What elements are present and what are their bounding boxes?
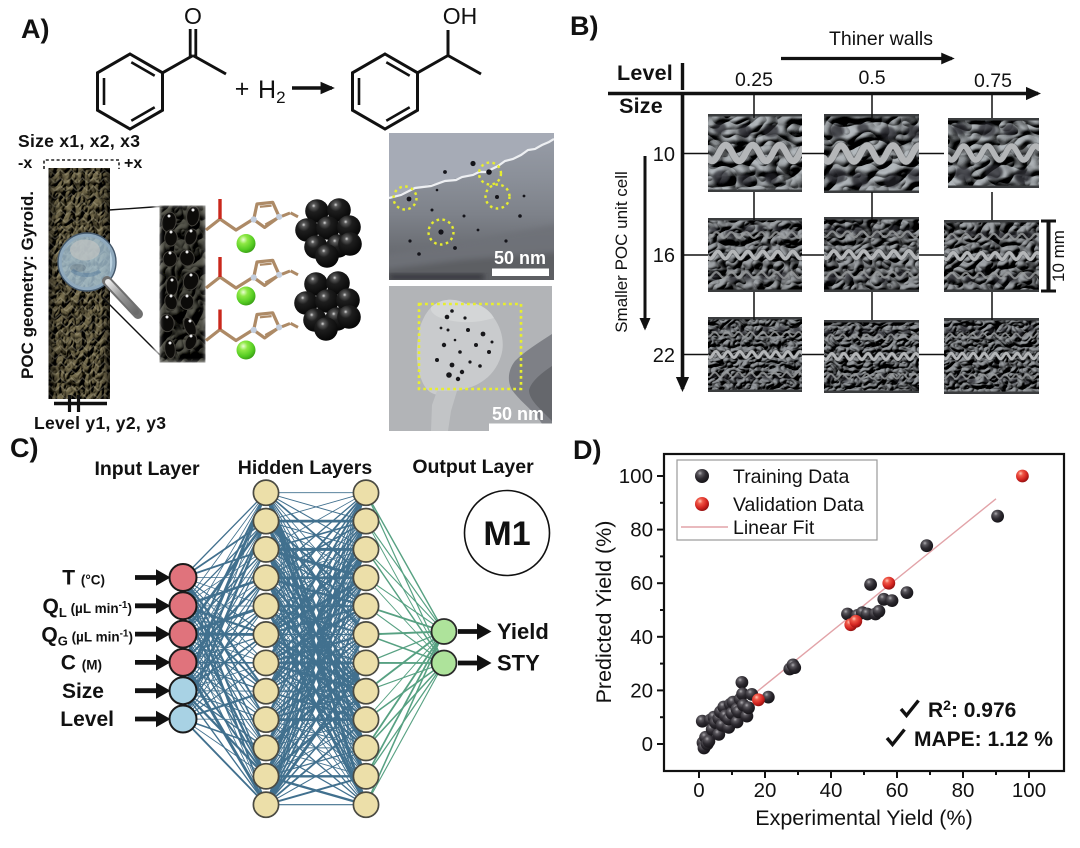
svg-text:60: 60 <box>886 779 909 802</box>
svg-text:0.75: 0.75 <box>974 70 1012 92</box>
svg-text:MAPE: 1.12 %: MAPE: 1.12 % <box>914 728 1053 751</box>
svg-text:100: 100 <box>619 465 653 488</box>
svg-text:0.5: 0.5 <box>858 67 885 89</box>
svg-text:Linear Fit: Linear Fit <box>733 517 815 539</box>
svg-text:+x: +x <box>124 155 142 172</box>
svg-text:22: 22 <box>653 345 675 367</box>
svg-text:40: 40 <box>820 779 843 802</box>
svg-text:Hidden Layers: Hidden Layers <box>238 457 373 479</box>
svg-text:O: O <box>184 3 202 29</box>
svg-text:16: 16 <box>653 245 675 267</box>
svg-text:STY: STY <box>497 651 540 676</box>
svg-text:Size: Size <box>619 94 663 118</box>
svg-text:Level: Level <box>617 61 673 85</box>
svg-text:Yield: Yield <box>497 619 549 644</box>
svg-text:Output Layer: Output Layer <box>412 456 534 478</box>
svg-text:0: 0 <box>642 733 653 756</box>
svg-text:Experimental Yield (%): Experimental Yield (%) <box>755 806 972 830</box>
svg-text:10 mm: 10 mm <box>1049 230 1068 282</box>
svg-text:C): C) <box>10 433 39 463</box>
svg-text:Training Data: Training Data <box>733 466 849 488</box>
svg-text:50 nm: 50 nm <box>492 404 544 424</box>
svg-text:60: 60 <box>630 572 653 595</box>
svg-text:M1: M1 <box>483 515 530 553</box>
svg-text:Predicted Yield (%): Predicted Yield (%) <box>592 521 616 704</box>
svg-text:A): A) <box>21 14 50 44</box>
svg-text:80: 80 <box>630 519 653 542</box>
svg-text:100: 100 <box>1012 779 1046 802</box>
svg-text:Validation Data: Validation Data <box>733 494 864 516</box>
svg-text:OH: OH <box>443 3 478 29</box>
svg-text:Input Layer: Input Layer <box>94 458 200 480</box>
svg-text:Thiner walls: Thiner walls <box>829 28 933 50</box>
svg-text:20: 20 <box>754 779 777 802</box>
svg-text:50 nm: 50 nm <box>494 248 546 268</box>
svg-text:Size: Size <box>62 680 104 703</box>
svg-text:10: 10 <box>653 144 675 166</box>
svg-text:POC geometry: Gyroid.: POC geometry: Gyroid. <box>18 191 37 379</box>
svg-text:-x: -x <box>18 155 32 172</box>
svg-text:80: 80 <box>952 779 975 802</box>
svg-text:Level: Level <box>60 708 114 731</box>
svg-text:R2: 0.976: R2: 0.976 <box>928 697 1016 722</box>
svg-text:B): B) <box>570 11 599 41</box>
svg-text:D): D) <box>573 435 602 465</box>
svg-text:+: + <box>235 75 250 103</box>
svg-text:40: 40 <box>630 626 653 649</box>
svg-text:Level y1, y2, y3: Level y1, y2, y3 <box>34 413 166 433</box>
svg-text:0.25: 0.25 <box>735 69 773 91</box>
svg-text:0: 0 <box>693 779 704 802</box>
svg-text:20: 20 <box>630 679 653 702</box>
svg-text:Size x1, x2, x3: Size x1, x2, x3 <box>18 131 140 151</box>
svg-text:Smaller POC unit cell: Smaller POC unit cell <box>612 171 631 333</box>
